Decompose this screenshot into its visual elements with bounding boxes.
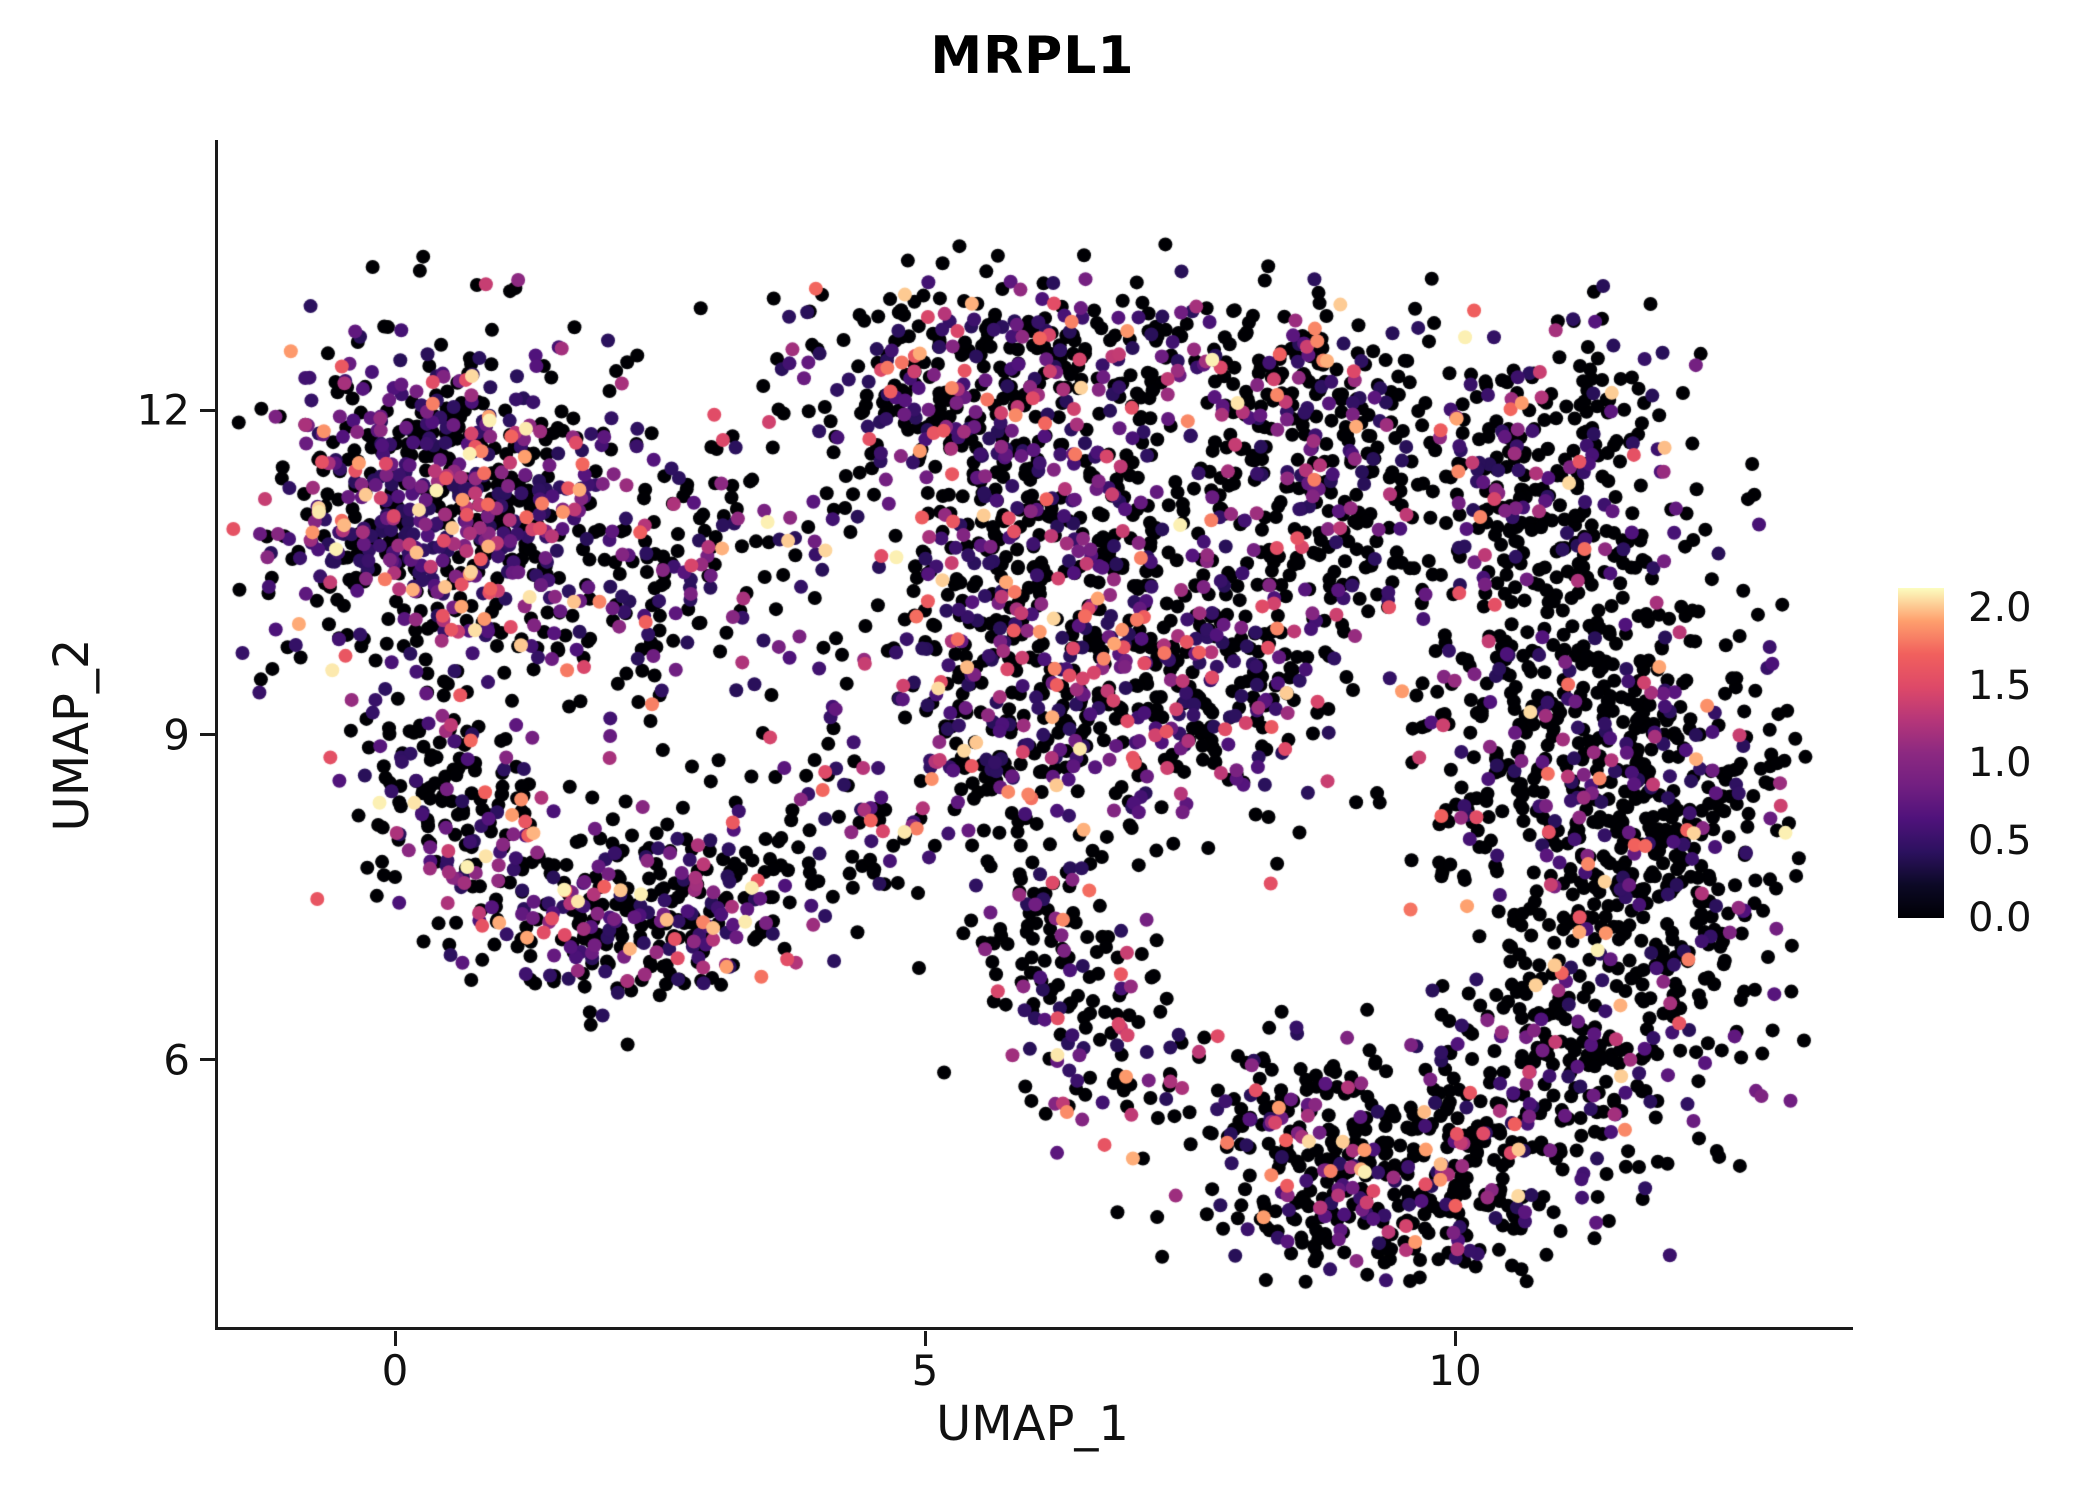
x-axis-label: UMAP_1 [936, 1396, 1129, 1452]
y-tick-label: 12 [136, 385, 190, 435]
y-tick-label: 6 [163, 1035, 190, 1085]
colorbar-tick-label: 0.0 [1968, 895, 2032, 941]
colorbar-gradient [1898, 588, 1944, 918]
x-tick-mark [393, 1331, 397, 1346]
plot-title: MRPL1 [930, 26, 1135, 86]
y-tick-mark [200, 408, 215, 412]
colorbar-tick-label: 1.0 [1968, 740, 2032, 787]
plot-axes-frame [215, 140, 1853, 1330]
y-tick-label: 9 [163, 710, 190, 760]
y-tick-mark [200, 1058, 215, 1062]
x-tick-label: 10 [1428, 1346, 1482, 1395]
x-tick-mark [923, 1331, 927, 1346]
x-tick-mark [1453, 1331, 1457, 1346]
y-axis-label: UMAP_2 [44, 638, 100, 832]
x-tick-label: 5 [911, 1346, 939, 1395]
colorbar-tick-label: 1.5 [1968, 662, 2032, 709]
x-tick-label: 0 [381, 1346, 409, 1395]
colorbar-tick-label: 0.5 [1968, 817, 2032, 864]
colorbar-tick-label: 2.0 [1968, 585, 2032, 632]
y-tick-mark [200, 733, 215, 737]
